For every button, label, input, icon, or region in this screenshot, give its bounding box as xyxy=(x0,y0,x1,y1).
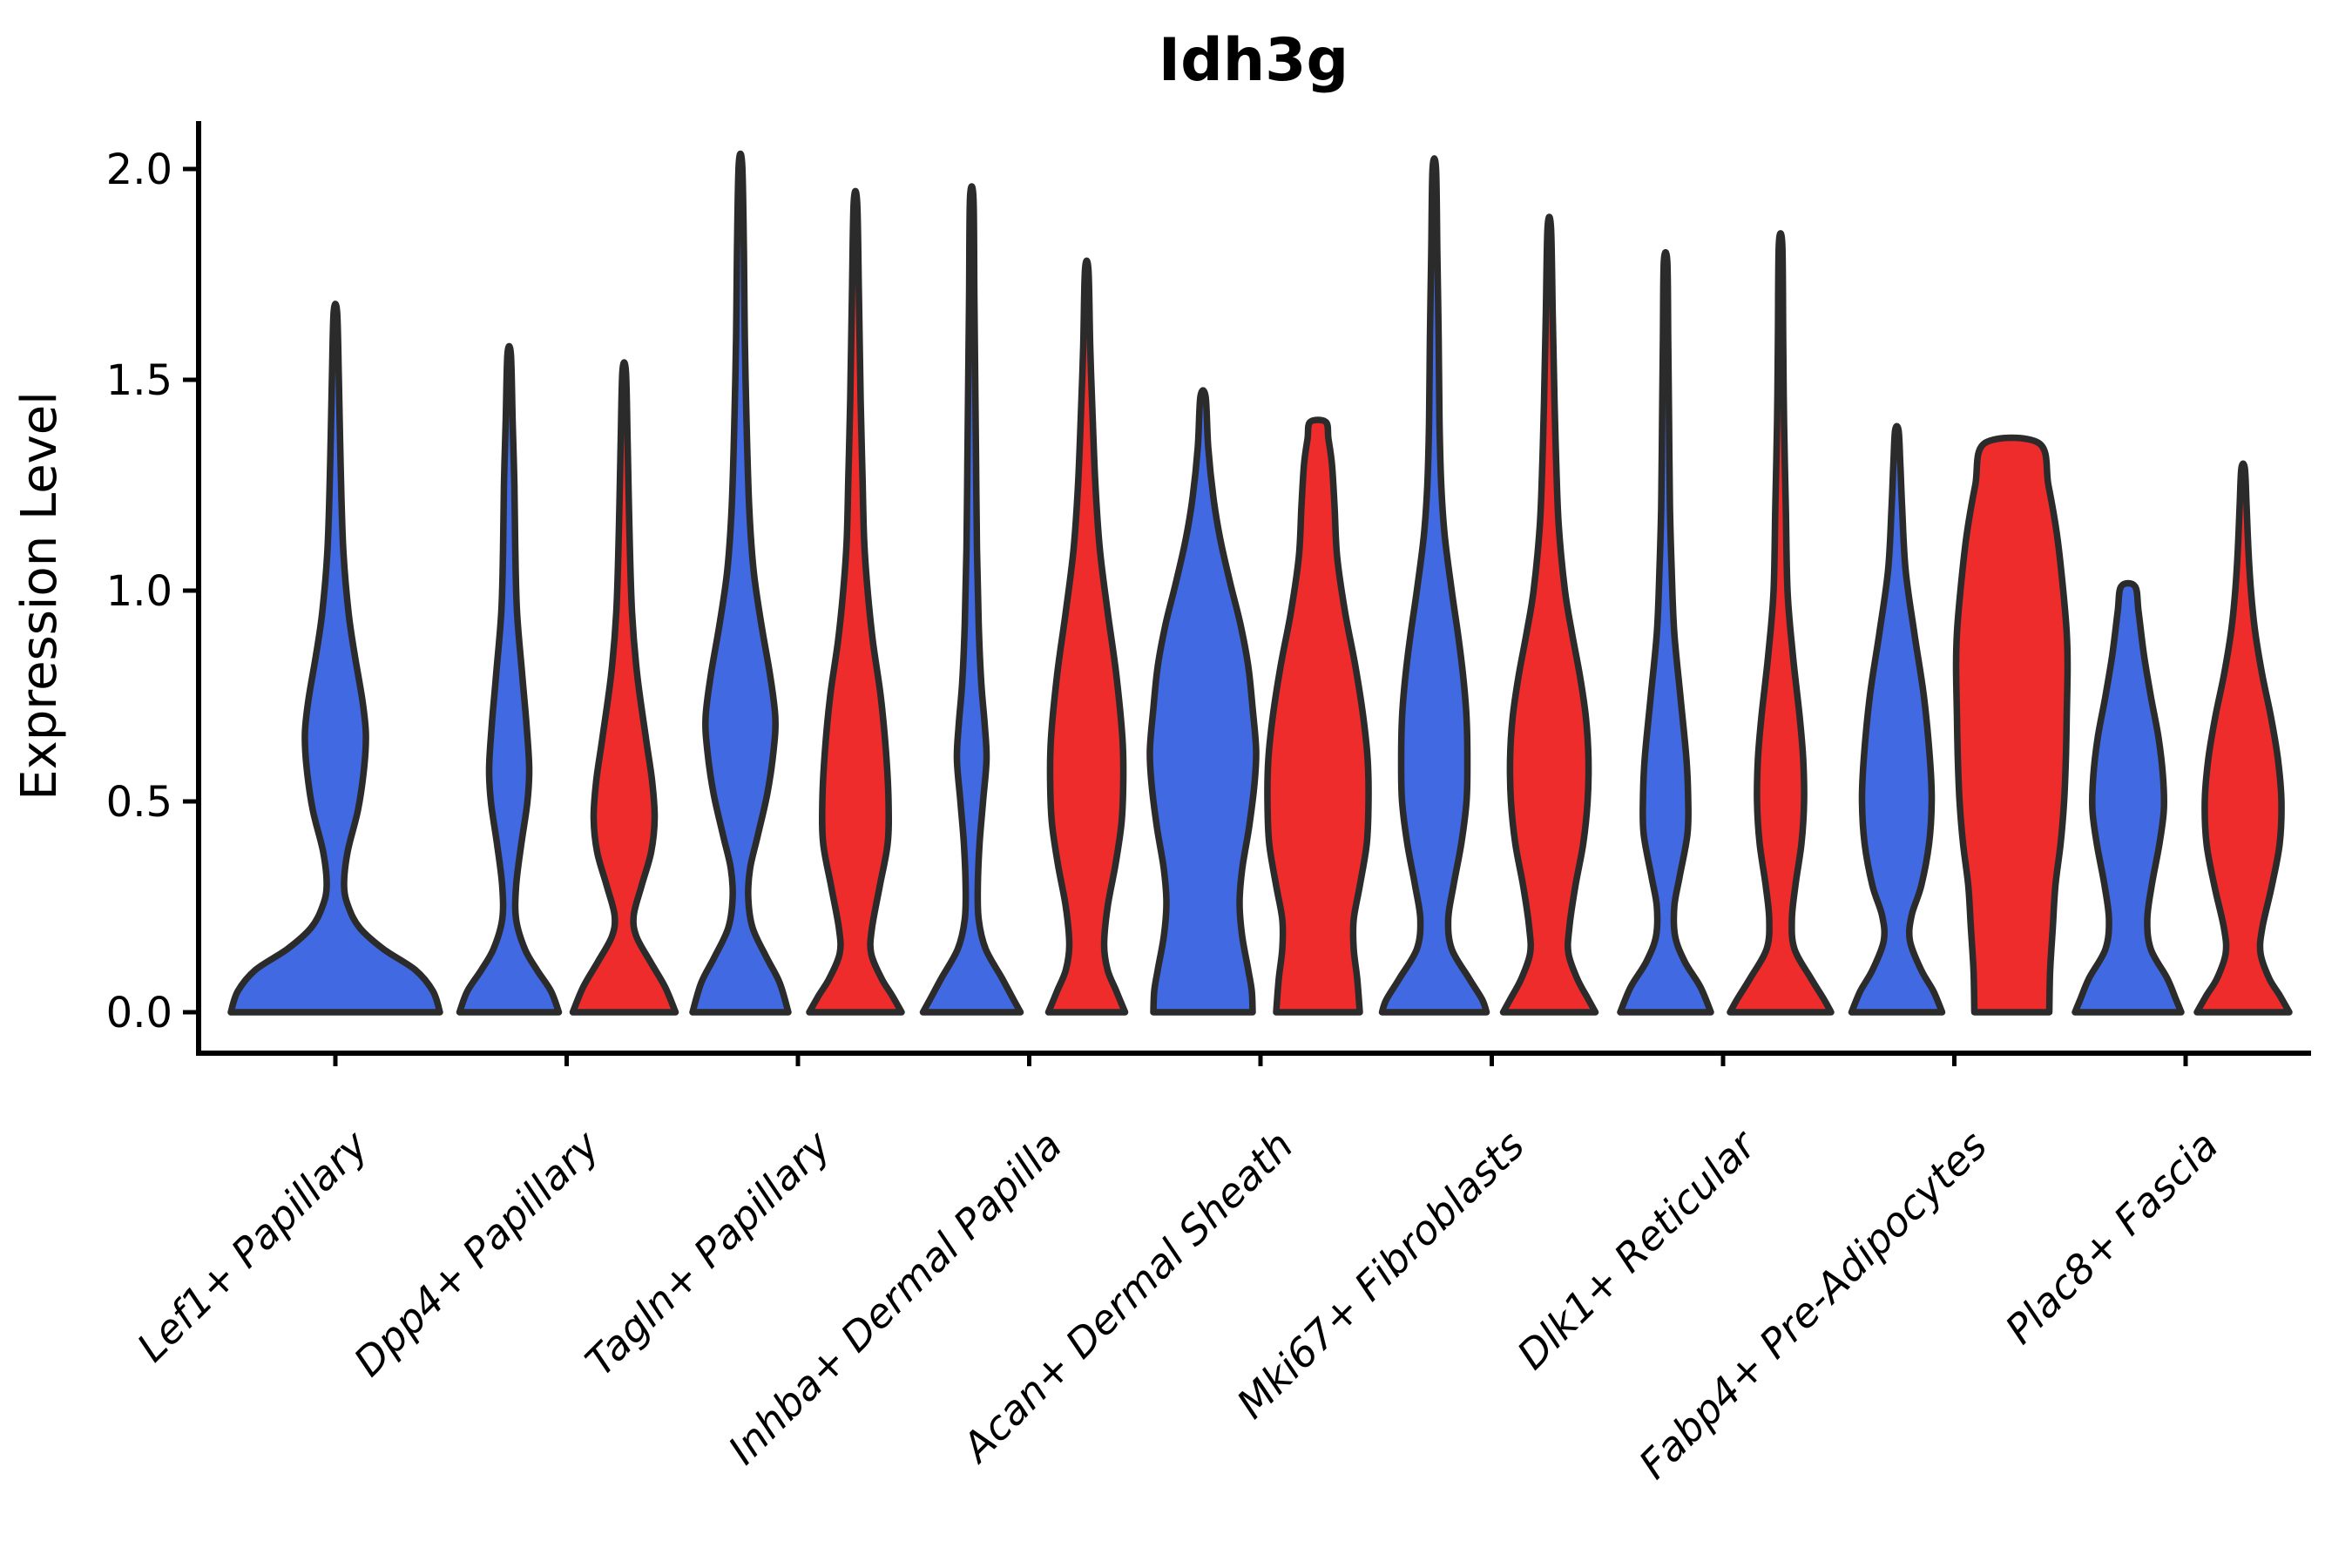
violin-acan-dermal-sheath-blue xyxy=(1146,387,1260,1016)
violin-tagln-papillary-red xyxy=(806,187,905,1016)
violin-plac8-fascia-blue xyxy=(2072,579,2185,1016)
x-tick-label-plac8-fascia: Plac8+ Fascia xyxy=(1996,1122,2227,1353)
violins-layer xyxy=(227,150,2293,1016)
violin-lef1-papillary-blue xyxy=(227,301,443,1016)
chart-title: Idh3g xyxy=(1159,26,1348,95)
violin-acan-dermal-sheath-red xyxy=(1264,416,1372,1016)
x-tick-label-dlk1-reticular: Dlk1+ Reticular xyxy=(1508,1119,1767,1378)
violin-inhba-dermal-papilla-blue xyxy=(919,183,1024,1016)
axes-spines xyxy=(196,121,2311,1056)
violin-mki67-fibroblasts-blue xyxy=(1378,155,1490,1016)
violin-fabp4-pre-adipocytes-blue xyxy=(1848,422,1946,1016)
x-tick-label-tagln-papillary: Tagln+ Papillary xyxy=(576,1121,840,1385)
violin-fabp4-pre-adipocytes-red xyxy=(1952,434,2072,1016)
y-axis-label: Expression Level xyxy=(11,391,68,801)
violin-dpp4-papillary-red xyxy=(569,359,679,1016)
violin-mki67-fibroblasts-red xyxy=(1499,213,1599,1016)
x-tick-label-lef1-papillary: Lef1+ Papillary xyxy=(128,1121,377,1370)
y-tick-label: 0.0 xyxy=(106,989,172,1037)
y-tick-label: 1.0 xyxy=(106,567,172,616)
y-tick-label: 0.5 xyxy=(106,778,172,827)
violin-tagln-papillary-blue xyxy=(689,150,792,1016)
x-tick-label-dpp4-papillary: Dpp4+ Papillary xyxy=(345,1121,609,1385)
violin-dlk1-reticular-blue xyxy=(1617,248,1714,1016)
violin-dpp4-papillary-blue xyxy=(456,342,563,1016)
y-tick-label: 2.0 xyxy=(106,145,172,194)
violin-plac8-fascia-red xyxy=(2193,460,2293,1016)
y-tick-label: 1.5 xyxy=(106,356,172,405)
violin-inhba-dermal-papilla-red xyxy=(1044,257,1129,1016)
violin-dlk1-reticular-red xyxy=(1727,230,1835,1016)
